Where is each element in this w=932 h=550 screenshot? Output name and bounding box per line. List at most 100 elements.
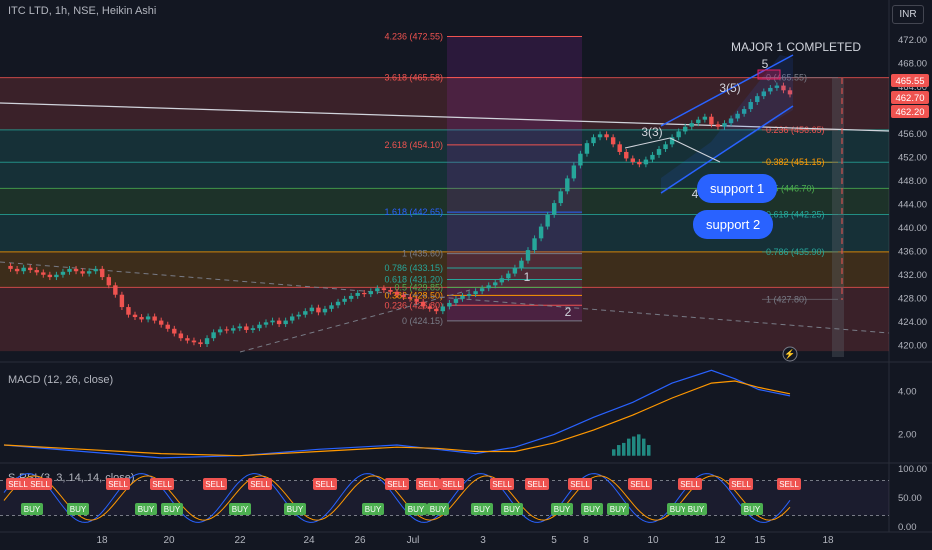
wave-label: 4 [692,187,699,201]
candle-body [538,226,544,239]
sell-signal-label: SELL [108,480,128,489]
candle-body [689,123,694,127]
buy-signal-label: BUY [554,505,571,514]
candle-body [519,260,524,268]
sell-signal-label: SELL [315,480,335,489]
fib-level-label: 0.236 (426.80) [384,300,443,310]
sell-signal-box [385,478,409,490]
price-label-box [891,74,929,87]
candle-body [276,320,282,325]
major-label: MAJOR 1 COMPLETED [731,40,861,54]
fib-level-label: 0.786 (433.15) [384,263,443,273]
sell-signal-box [150,478,174,490]
sell-signal-box [416,478,440,490]
fib-level-label: 3.618 (465.58) [384,72,443,82]
candle-body [604,134,609,138]
candle-body [113,285,118,295]
candle-body [427,306,432,309]
fib-level-label: 1 (435.60) [402,249,443,259]
sell-signal-box [490,478,514,490]
sell-signal-box [777,478,801,490]
candle-body [362,292,367,295]
candle-body [768,87,773,92]
buy-signal-label: BUY [24,505,41,514]
candle-body [656,149,662,155]
srsi-d-line [3,475,791,521]
candle-body [486,285,491,289]
candle-body [47,274,53,278]
support-2-bubble: support 2 [693,210,774,239]
projection-band [832,77,844,358]
candle-body [290,316,295,321]
price-label-box [891,91,929,104]
buy-signal-label: BUY [70,505,87,514]
candle-body [283,320,288,325]
buy-signal-box [284,503,306,515]
candle-body [466,294,472,296]
candle-body [316,307,321,313]
currency-button[interactable]: INR [892,5,924,24]
macd-title: MACD (12, 26, close) [8,374,113,386]
fib-level-label: 0.786 (435.90) [766,247,825,257]
candle-body [250,328,256,330]
candle-body [479,288,485,292]
candle-body [244,326,249,330]
sell-signal-box [248,478,272,490]
candle-body [348,295,354,299]
candle-body [322,308,328,313]
macd-series-line [3,380,791,457]
time-tick: 5 [551,535,557,546]
candle-body [761,91,766,97]
candle-body [722,123,727,127]
sell-signal-box [28,478,52,490]
candle-body [610,137,616,145]
sell-signal-label: SELL [152,480,172,489]
buy-signal-box [427,503,449,515]
dashed-trend-line [0,261,890,334]
candle-body [34,270,39,273]
dashed-trend-line [239,289,471,353]
candle-body [532,238,537,251]
candle-body [453,298,459,303]
buy-signal-box [551,503,573,515]
fib-zone [0,129,889,163]
candle-body [781,85,786,91]
candle-body [696,119,701,124]
candle-body [257,324,262,329]
candle-body [440,306,446,312]
candle-body [787,90,793,95]
fib-level-label: 2.618 (454.10) [384,140,443,150]
sell-signal-label: SELL [492,480,512,489]
candle-body [650,154,655,160]
price-tick: 436.00 [898,246,927,257]
channel-upper [660,54,794,127]
buy-signal-box [405,503,427,515]
candle-body [434,308,439,312]
fib-level-label: 0.5 (429.85) [394,282,443,292]
sell-signal-box [440,478,464,490]
price-label: 462.20 [895,107,924,118]
candle-body [191,340,197,343]
candle-body [237,326,242,329]
candle-body [60,271,66,275]
candle-body [303,311,308,315]
sell-signal-label: SELL [250,480,270,489]
buy-signal-label: BUY [744,505,761,514]
candle-body [669,137,675,145]
candle-body [335,301,341,306]
time-tick: Jul [407,535,420,546]
candle-body [401,294,406,298]
candle-body [493,282,498,286]
candle-body [584,143,590,154]
candle-body [558,191,563,204]
time-tick: 22 [234,535,246,546]
fib-level-label: 0.236 (456.65) [766,125,825,135]
candle-body [624,151,629,159]
buy-signal-label: BUY [138,505,155,514]
sell-signal-box [106,478,130,490]
buy-signal-box [362,503,384,515]
candle-body [460,295,465,299]
candle-body [388,290,393,292]
candle-body [159,320,164,325]
